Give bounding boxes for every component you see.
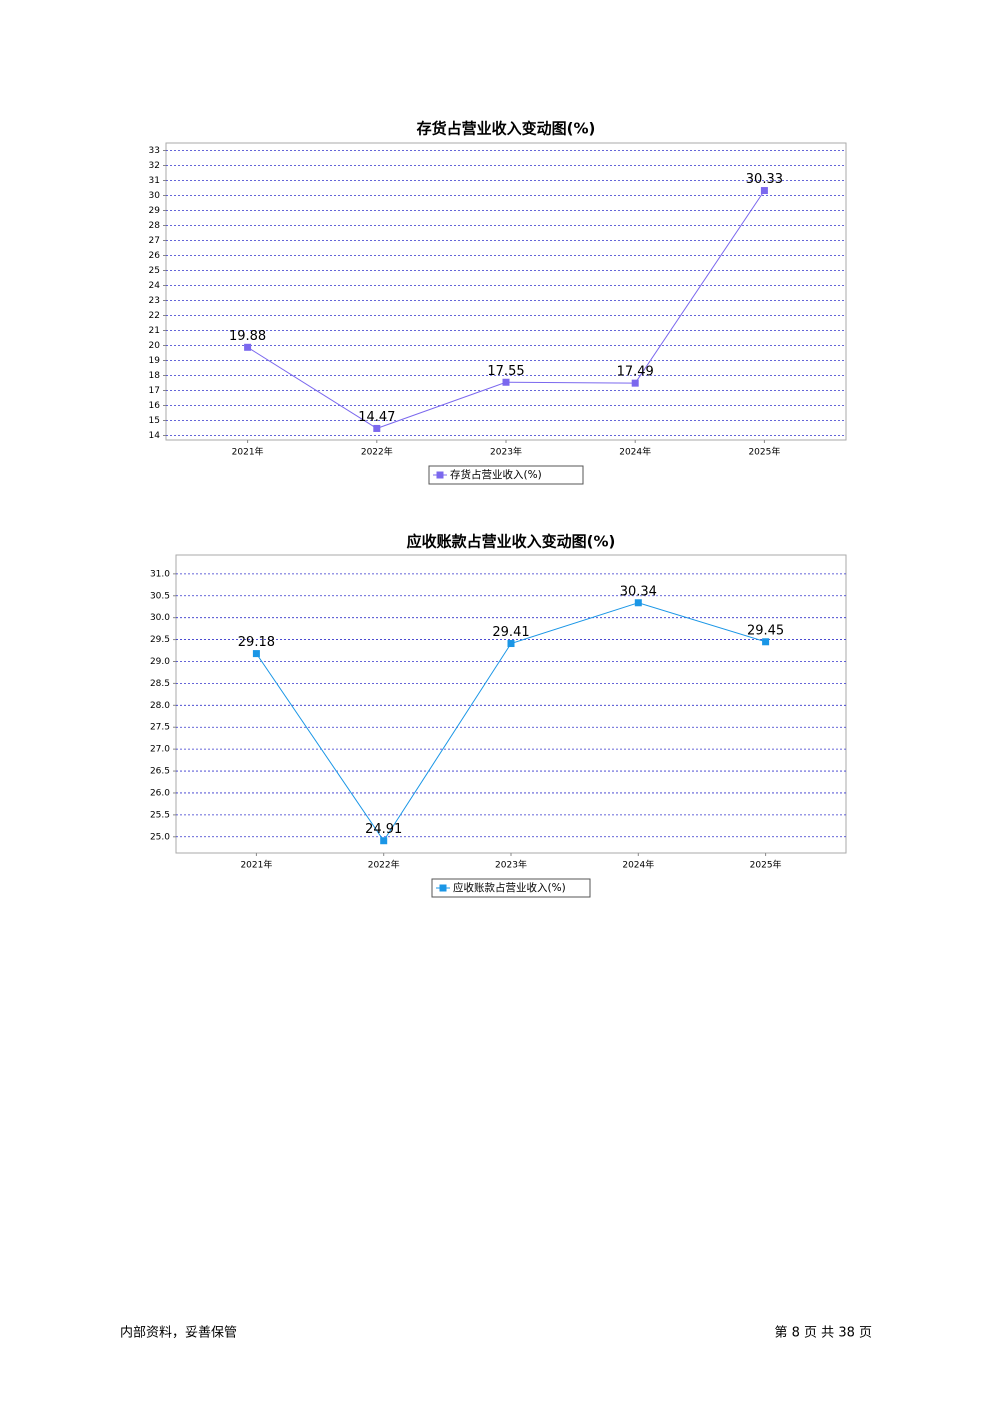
y-tick-label: 28	[149, 221, 161, 231]
data-point	[244, 343, 252, 351]
y-tick-label: 31	[149, 176, 160, 186]
data-label: 29.18	[238, 635, 275, 650]
x-tick-label: 2024年	[622, 859, 654, 871]
series-line	[247, 190, 765, 430]
y-tick-label: 29	[149, 206, 161, 216]
y-tick-label: 33	[149, 146, 160, 156]
data-label: 24.91	[365, 822, 402, 837]
y-tick-label: 29.5	[150, 635, 170, 645]
y-tick-label: 15	[149, 416, 160, 426]
x-tick-label: 2022年	[368, 859, 400, 871]
data-label: 17.55	[487, 364, 524, 379]
data-point	[380, 837, 388, 845]
y-tick-label: 24	[149, 281, 161, 291]
y-tick-label: 19	[149, 356, 161, 366]
data-point	[634, 599, 642, 607]
legend-marker	[439, 884, 447, 892]
data-label: 30.33	[746, 172, 783, 187]
y-tick-label: 30.0	[150, 613, 170, 623]
legend-label: 存货占营业收入(%)	[450, 468, 542, 481]
y-tick-label: 17	[149, 386, 160, 396]
y-tick-label: 14	[149, 431, 161, 441]
data-label: 14.47	[358, 410, 395, 425]
data-point	[252, 650, 260, 658]
x-tick-label: 2021年	[240, 859, 272, 871]
y-tick-label: 18	[149, 371, 161, 381]
y-tick-label: 20	[149, 341, 161, 351]
y-tick-label: 31.0	[150, 569, 170, 579]
footer-right: 第 8 页 共 38 页	[775, 1326, 872, 1341]
y-tick-label: 28.0	[150, 701, 170, 711]
y-tick-label: 26	[149, 251, 161, 261]
y-tick-label: 25.0	[150, 832, 170, 842]
data-label: 19.88	[229, 329, 266, 344]
data-label: 30.34	[620, 584, 657, 599]
y-tick-label: 25	[149, 266, 160, 276]
data-label: 29.41	[492, 625, 529, 640]
x-tick-label: 2022年	[361, 446, 393, 458]
x-tick-label: 2023年	[495, 859, 527, 871]
y-tick-label: 27	[149, 236, 160, 246]
legend-label: 应收账款占营业收入(%)	[453, 881, 566, 894]
data-label: 17.49	[617, 365, 654, 380]
legend-marker	[436, 471, 444, 479]
y-tick-label: 26.0	[150, 788, 170, 798]
footer-left: 内部资料，妥善保管	[120, 1325, 237, 1341]
legend-box	[428, 465, 584, 485]
y-tick-label: 30.5	[150, 591, 170, 601]
y-tick-label: 29.0	[150, 657, 170, 667]
data-label: 29.45	[747, 623, 784, 638]
data-point	[631, 379, 639, 387]
x-tick-label: 2024年	[619, 446, 651, 458]
plot-area	[175, 554, 847, 854]
y-tick-label: 28.5	[150, 679, 170, 689]
y-tick-label: 26.5	[150, 767, 170, 777]
y-tick-label: 27.5	[150, 723, 170, 733]
chart-title: 存货占营业收入变动图(%)	[417, 120, 596, 138]
y-tick-label: 23	[149, 296, 160, 306]
y-tick-label: 16	[149, 401, 161, 411]
x-tick-label: 2025年	[748, 446, 780, 458]
data-point	[373, 424, 381, 432]
plot-area	[165, 142, 847, 441]
y-tick-label: 22	[149, 311, 160, 321]
chart-title: 应收账款占营业收入变动图(%)	[407, 533, 616, 551]
data-point	[760, 187, 768, 195]
data-point	[507, 640, 515, 648]
x-tick-label: 2021年	[232, 446, 264, 458]
y-tick-label: 21	[149, 326, 160, 336]
data-point	[762, 638, 770, 646]
y-tick-label: 32	[149, 161, 160, 171]
x-tick-label: 2025年	[750, 859, 782, 871]
y-tick-label: 25.5	[150, 810, 170, 820]
y-tick-label: 27.0	[150, 745, 170, 755]
legend-box	[431, 878, 591, 898]
x-tick-label: 2023年	[490, 446, 522, 458]
y-tick-label: 30	[149, 191, 161, 201]
data-point	[502, 378, 510, 386]
